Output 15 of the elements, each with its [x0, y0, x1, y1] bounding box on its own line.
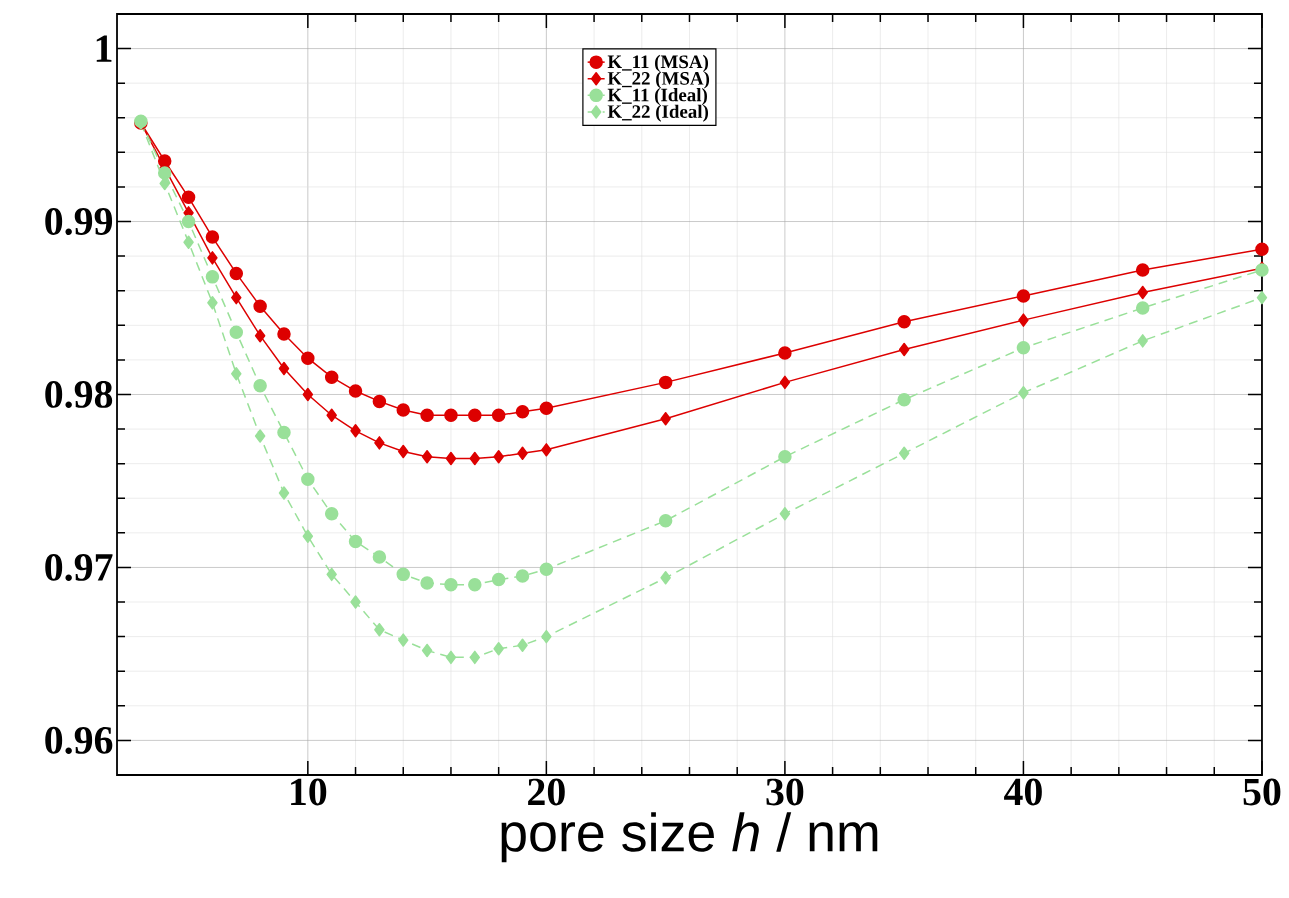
legend-label: K_11 (MSA) [607, 54, 709, 72]
y-tick-label: 0.99 [45, 208, 113, 236]
y-tick-label: 0.96 [45, 726, 113, 754]
x-tick-label: 40 [1004, 778, 1042, 806]
legend-label: K_11 (Ideal) [607, 88, 707, 106]
x-tick-label: 20 [528, 778, 565, 806]
y-tick-label: 1 [96, 35, 112, 62]
x-tick-label: 50 [1243, 778, 1281, 806]
legend-label: K_22 (MSA) [607, 71, 710, 89]
x-tick-label: 10 [291, 778, 327, 806]
x-axis-title: pore size h / nm [501, 812, 878, 863]
y-tick-label: 0.98 [45, 380, 113, 409]
legend-label: K_22 (Ideal) [607, 104, 709, 122]
y-tick-label: 0.97 [45, 553, 113, 581]
x-tick-label: 30 [766, 778, 804, 806]
